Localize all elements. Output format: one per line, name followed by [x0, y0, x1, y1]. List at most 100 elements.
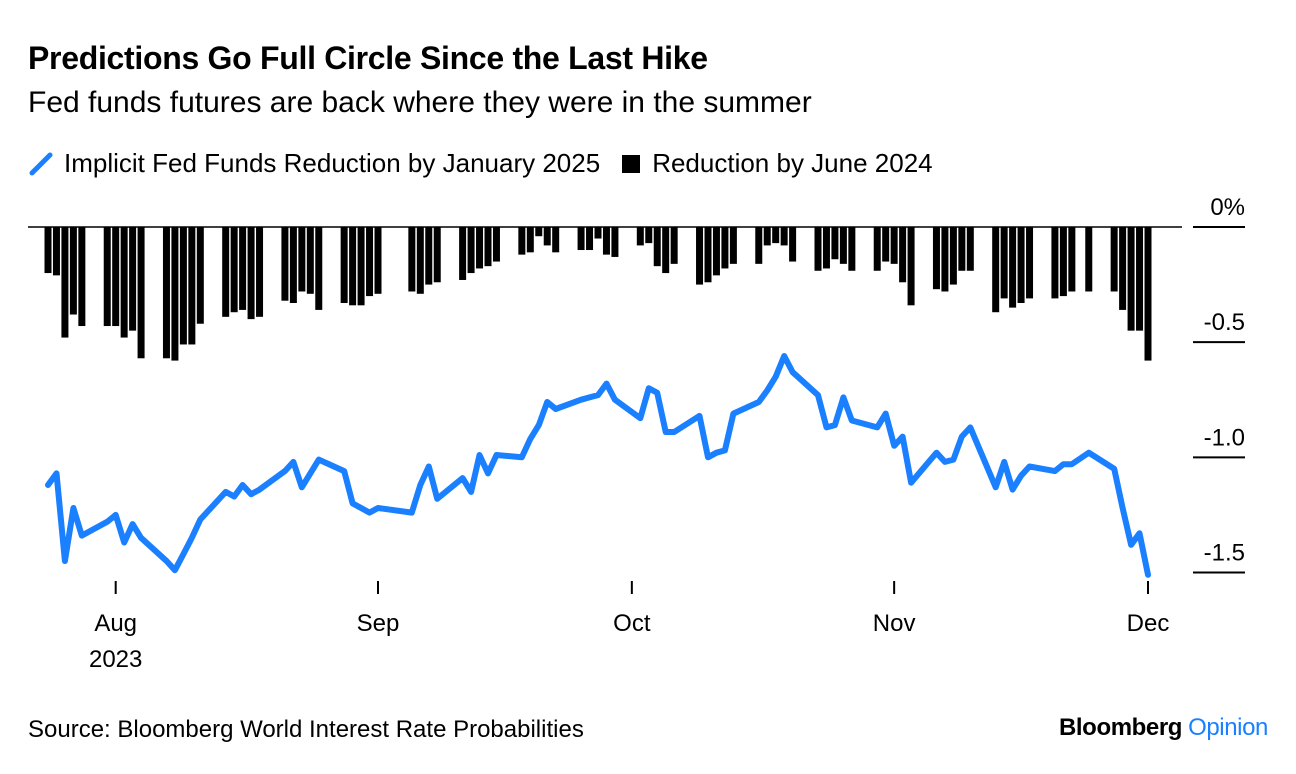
legend-item-line: Implicit Fed Funds Reduction by January … — [28, 148, 600, 179]
bar — [780, 227, 788, 246]
bar — [416, 227, 424, 294]
bar — [69, 227, 77, 315]
bar — [645, 227, 653, 244]
bar — [907, 227, 915, 306]
bar — [230, 227, 238, 313]
legend-label-line: Implicit Fed Funds Reduction by January … — [64, 148, 601, 178]
bar — [712, 227, 720, 276]
bar — [552, 227, 560, 253]
source-note: Source: Bloomberg World Interest Rate Pr… — [28, 716, 584, 743]
bar — [789, 227, 797, 262]
bar — [526, 227, 534, 253]
bar — [1026, 227, 1034, 299]
bar — [120, 227, 128, 338]
bar — [492, 227, 500, 262]
x-tick-label: Sep — [357, 610, 400, 637]
bar — [222, 227, 230, 317]
bar — [256, 227, 264, 317]
bar — [366, 227, 374, 297]
bar — [162, 227, 170, 359]
bar — [484, 227, 492, 267]
x-year-label: 2023 — [89, 646, 142, 673]
y-tick-label: -1.0 — [1204, 424, 1245, 451]
bar — [459, 227, 467, 280]
bar — [586, 227, 594, 251]
bar — [966, 227, 974, 271]
bar — [602, 227, 610, 255]
bar — [374, 227, 382, 294]
bar — [890, 227, 898, 264]
bar — [196, 227, 204, 324]
bar — [61, 227, 69, 338]
bar — [137, 227, 145, 359]
chart-subtitle: Fed funds futures are back where they we… — [28, 86, 812, 119]
bar — [315, 227, 323, 310]
bar — [1059, 227, 1067, 297]
bar — [289, 227, 297, 304]
bar — [839, 227, 847, 264]
bar — [992, 227, 1000, 313]
bar — [357, 227, 365, 306]
bar — [535, 227, 543, 237]
chart-plot: 0% -0.5 -1.0 -1.5 Aug Sep Oct Nov Dec 2023 — [28, 194, 1245, 673]
bar — [171, 227, 179, 361]
legend-line-swatch-icon — [29, 152, 53, 175]
bar — [425, 227, 433, 285]
bar — [941, 227, 949, 292]
bar — [696, 227, 704, 285]
bar — [476, 227, 484, 269]
bar — [1110, 227, 1118, 292]
y-tick-label: 0% — [1210, 194, 1245, 221]
bar — [298, 227, 306, 292]
bar — [662, 227, 670, 274]
bar — [433, 227, 441, 283]
bar — [518, 227, 526, 255]
bar — [577, 227, 585, 251]
brand-suffix: Opinion — [1188, 714, 1268, 741]
legend-label-bar: Reduction by June 2024 — [652, 148, 933, 178]
bar — [636, 227, 644, 246]
x-tick-label: Nov — [873, 610, 916, 637]
bar — [848, 227, 856, 271]
brand-logo: Bloomberg Opinion — [1059, 714, 1268, 742]
y-tick-label: -1.5 — [1204, 539, 1245, 566]
bar — [729, 227, 737, 264]
bar — [899, 227, 907, 283]
bar — [281, 227, 289, 301]
x-tick-label: Aug — [94, 610, 137, 637]
bar — [772, 227, 780, 244]
bar — [179, 227, 187, 345]
legend-bar-swatch-icon — [622, 154, 641, 173]
bar — [670, 227, 678, 264]
x-tick-label: Oct — [613, 610, 651, 637]
brand-name: Bloomberg — [1058, 714, 1183, 741]
bar — [1051, 227, 1059, 299]
bar — [822, 227, 830, 269]
bar — [247, 227, 255, 320]
bar — [831, 227, 839, 260]
bar — [721, 227, 729, 269]
bar — [1009, 227, 1017, 308]
bar — [408, 227, 416, 292]
bar — [873, 227, 881, 271]
bar — [958, 227, 966, 271]
bar — [340, 227, 348, 304]
bar — [594, 227, 602, 239]
chart-title: Predictions Go Full Circle Since the Las… — [28, 40, 708, 76]
bar — [306, 227, 314, 294]
bar — [932, 227, 940, 290]
legend-item-bar: Reduction by June 2024 — [622, 148, 933, 179]
bar — [52, 227, 60, 276]
bar — [1085, 227, 1093, 292]
bar — [349, 227, 357, 306]
y-tick-label: -0.5 — [1204, 309, 1245, 336]
x-tick-label: Dec — [1127, 610, 1170, 637]
bar — [814, 227, 822, 271]
series-line — [45, 353, 1151, 578]
bar — [949, 227, 957, 285]
bar — [103, 227, 111, 327]
bar — [239, 227, 247, 310]
bar — [882, 227, 890, 262]
bar — [1127, 227, 1135, 331]
bar — [704, 227, 712, 283]
